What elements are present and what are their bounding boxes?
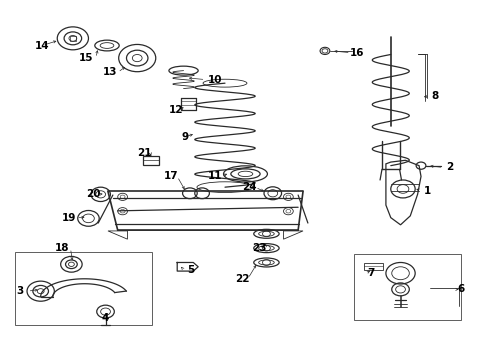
Text: 5: 5 <box>187 265 194 275</box>
Text: 23: 23 <box>251 243 266 253</box>
Text: 24: 24 <box>242 182 256 192</box>
Bar <box>353 253 461 320</box>
Text: 21: 21 <box>137 148 151 158</box>
Text: 2: 2 <box>445 162 452 172</box>
Text: 11: 11 <box>207 171 222 181</box>
Bar <box>363 263 383 270</box>
Bar <box>15 252 152 325</box>
Text: 9: 9 <box>181 132 188 142</box>
Text: 19: 19 <box>61 213 76 222</box>
Text: 14: 14 <box>35 41 49 50</box>
Text: 20: 20 <box>86 189 101 199</box>
Text: 4: 4 <box>102 313 109 323</box>
Text: 8: 8 <box>430 91 437 101</box>
Text: 13: 13 <box>103 67 118 77</box>
Text: 17: 17 <box>163 171 178 181</box>
Text: 6: 6 <box>457 284 464 294</box>
Text: 16: 16 <box>349 48 363 58</box>
Text: 1: 1 <box>423 186 430 196</box>
Text: 10: 10 <box>207 75 222 85</box>
Text: 3: 3 <box>17 286 24 296</box>
Bar <box>70 36 76 41</box>
Text: 22: 22 <box>234 274 249 284</box>
Text: 15: 15 <box>79 53 93 63</box>
Text: 12: 12 <box>169 105 183 115</box>
Bar <box>143 156 158 165</box>
Text: 7: 7 <box>367 268 374 278</box>
Text: 18: 18 <box>54 243 69 253</box>
